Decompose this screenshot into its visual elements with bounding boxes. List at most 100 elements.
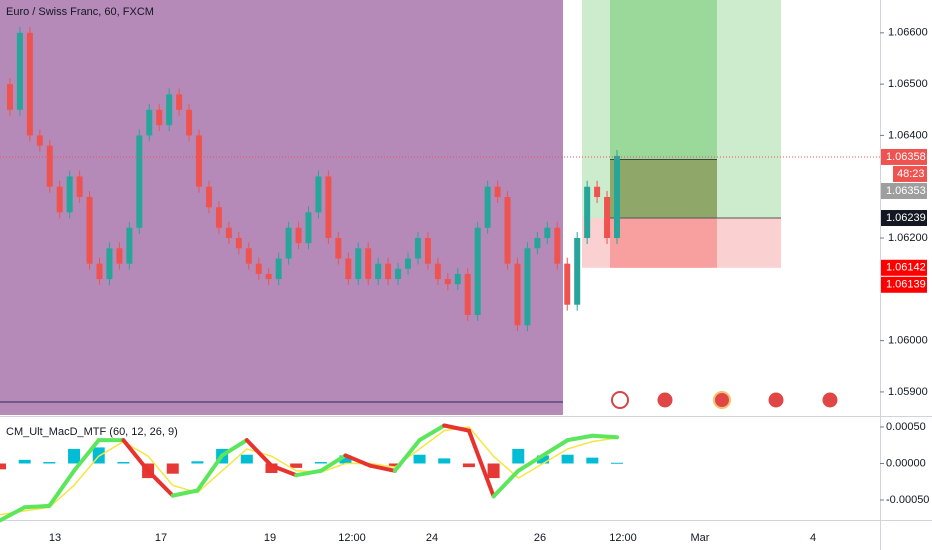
macd-segment [516, 453, 545, 473]
macd-segment [195, 453, 225, 493]
candle-body [544, 227, 551, 239]
candle-body [405, 258, 412, 269]
candle-body [235, 238, 242, 249]
candle-body [444, 279, 451, 285]
candle-body [325, 176, 332, 239]
macd-segment [590, 433, 619, 440]
histogram-bar [43, 462, 56, 464]
y-tick-label: 1.06400 [888, 129, 928, 141]
candle-body [305, 212, 312, 244]
price-label: 1.06353 [886, 185, 926, 197]
candle-body [295, 227, 302, 244]
macd-segment [392, 438, 422, 473]
candle-body [494, 186, 501, 197]
candle-body [454, 273, 461, 285]
candle-body [395, 268, 402, 280]
macd-segment [368, 463, 397, 473]
candle-body [524, 248, 531, 326]
indicator-title: CM_Ult_MacD_MTF (60, 12, 26, 9) [6, 426, 178, 438]
macd-segment [565, 433, 595, 443]
histogram-bar [290, 463, 303, 468]
event-icon [656, 391, 674, 409]
candle-body [355, 248, 362, 280]
candle-body [614, 155, 620, 239]
macd-segment [318, 453, 348, 473]
candle-body [335, 238, 342, 259]
event-icon [821, 391, 839, 409]
price-label: 1.06142 [886, 262, 926, 274]
candle-body [414, 238, 421, 259]
candle-body [574, 238, 581, 305]
macd-segment [72, 438, 101, 473]
candle-body [86, 196, 93, 264]
candle-body [474, 227, 481, 315]
histogram-bar [388, 463, 401, 468]
histogram-bar [117, 462, 130, 464]
candle-body [106, 248, 113, 280]
histogram-bar [18, 459, 31, 464]
macd-segment [269, 463, 299, 478]
event-icon [611, 391, 629, 409]
candle-body [554, 227, 561, 264]
candle-body [285, 227, 292, 259]
y2-tick-label: -0.00050 [886, 494, 929, 506]
candle-body [464, 273, 471, 315]
histogram-bar [339, 455, 352, 464]
candle-body [504, 196, 511, 264]
price-label: 1.06239 [886, 212, 926, 224]
candle-body [584, 186, 591, 239]
candle-body [156, 109, 163, 126]
macd-segment [121, 438, 151, 473]
candle-body [365, 248, 372, 280]
candle-body [424, 238, 431, 264]
candle-body [514, 263, 521, 326]
histogram-bar [265, 463, 278, 473]
y-tick-label: 1.06600 [888, 27, 928, 39]
price-label-box [881, 210, 927, 227]
histogram-bar [0, 463, 6, 470]
candle-body [225, 227, 232, 239]
candle-body [56, 186, 63, 213]
x-tick-label: 26 [534, 532, 546, 544]
x-tick-label: 13 [49, 532, 61, 544]
price-label: 1.06139 [886, 279, 926, 291]
candle-body [126, 227, 133, 264]
candle-body [186, 109, 193, 136]
x-tick-label: 12:00 [609, 532, 637, 544]
candle-body [604, 196, 611, 239]
macd-segment [170, 488, 200, 498]
candle-body [265, 273, 272, 280]
x-tick-label: 4 [810, 532, 816, 544]
price-label-box [881, 259, 927, 276]
histogram-bar [462, 463, 475, 468]
chart-title: Euro / Swiss Franc, 60, FXCM [6, 6, 154, 18]
y2-tick-label: 0.00050 [886, 421, 926, 433]
event-icons [611, 391, 839, 409]
event-icon [713, 391, 731, 409]
y-tick-label: 1.06500 [888, 78, 928, 90]
candle-body [484, 186, 491, 228]
x-tick-label: 24 [426, 532, 438, 544]
macd-segment [294, 468, 323, 478]
histogram-bar [487, 463, 500, 479]
y-tick-label: 1.06200 [888, 232, 928, 244]
y2-tick-label: 0.00000 [886, 457, 926, 469]
macd-segment [540, 438, 570, 458]
macd-segment [244, 438, 274, 468]
candle-body [176, 94, 183, 110]
histogram-bar [512, 448, 525, 464]
macd-segment [0, 505, 27, 523]
candle-body [66, 176, 73, 213]
histogram-bar [438, 458, 451, 464]
candle-body [146, 109, 153, 136]
candle-body [315, 176, 322, 213]
candle-body [36, 135, 43, 146]
candle-body [196, 135, 203, 187]
histogram-bar [240, 454, 253, 464]
candle-body [6, 84, 13, 110]
candle-body [76, 176, 83, 197]
candle-body [385, 263, 392, 280]
x-tick-label: 17 [155, 532, 167, 544]
y-tick-label: 1.06000 [888, 335, 928, 347]
